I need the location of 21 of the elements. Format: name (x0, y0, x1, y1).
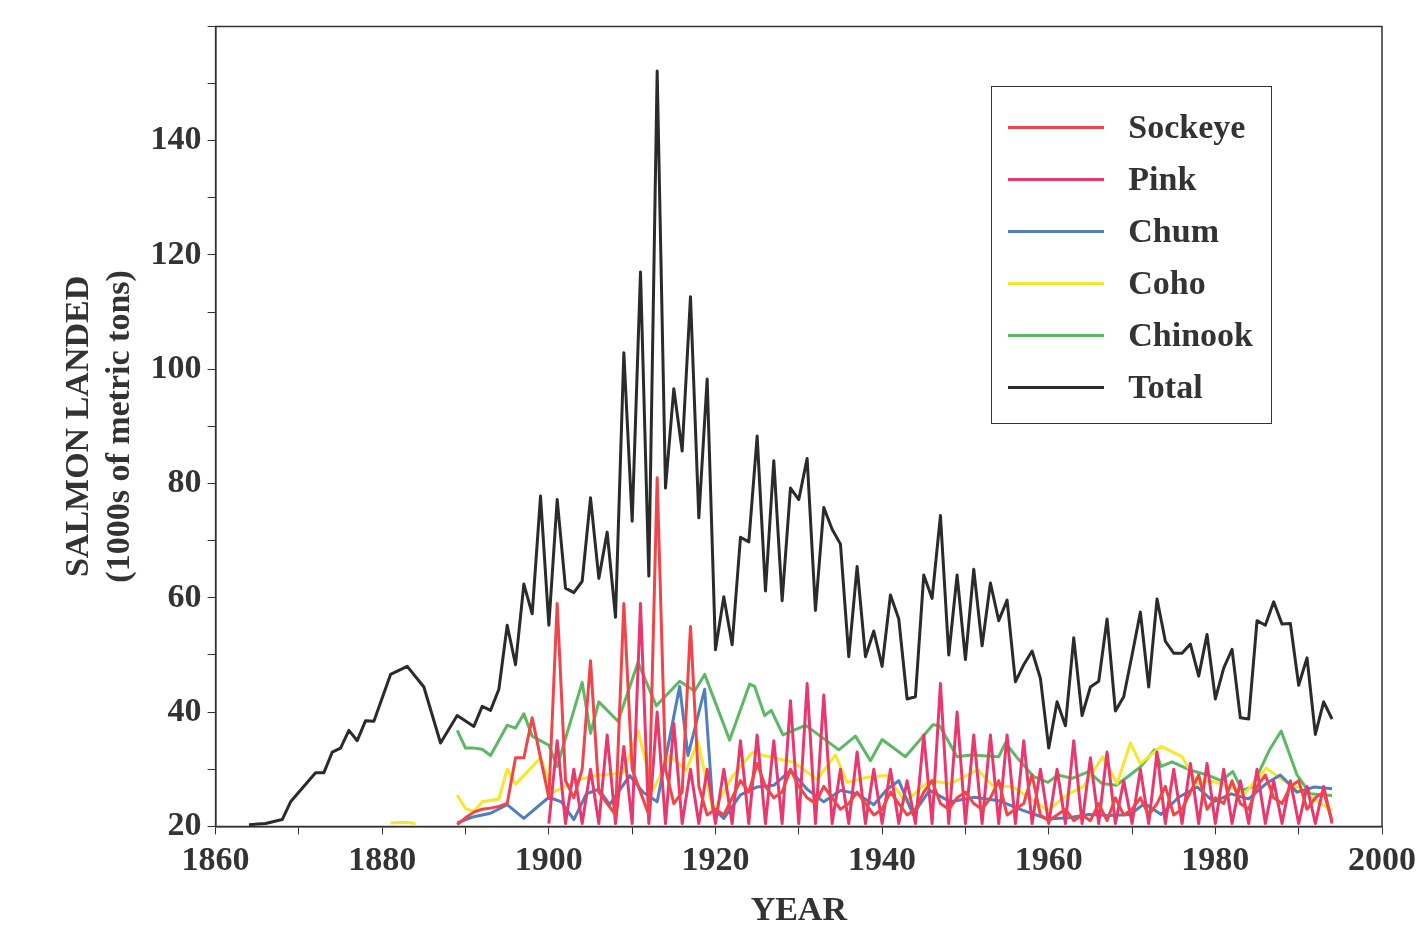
y-tick-label: 80 (167, 462, 202, 500)
x-tick-label: 1880 (348, 839, 417, 877)
legend-label: Pink (1128, 160, 1197, 199)
legend-label: Chinook (1128, 316, 1253, 355)
legend-label: Total (1128, 368, 1203, 407)
x-tick-label: 1940 (848, 839, 917, 877)
x-tick-label: 1900 (514, 839, 583, 877)
y-tick-label: 120 (150, 233, 202, 271)
legend-label: Chum (1128, 212, 1219, 251)
y-tick-label: 100 (150, 348, 202, 386)
x-tick-label: 1960 (1014, 839, 1083, 877)
legend-label: Coho (1128, 264, 1206, 303)
y-tick-label: 60 (167, 576, 202, 614)
y-axis-title: SALMON LANDED (1000s of metric tons) (58, 270, 137, 583)
y-tick-label: 40 (167, 690, 202, 728)
x-axis-title: YEAR (750, 890, 848, 928)
y-tick-label: 140 (150, 119, 202, 157)
legend-label: Sockeye (1128, 108, 1246, 147)
x-tick-label: 1980 (1181, 839, 1250, 877)
x-tick-label: 2000 (1348, 839, 1416, 877)
x-tick-label: 1920 (681, 839, 750, 877)
